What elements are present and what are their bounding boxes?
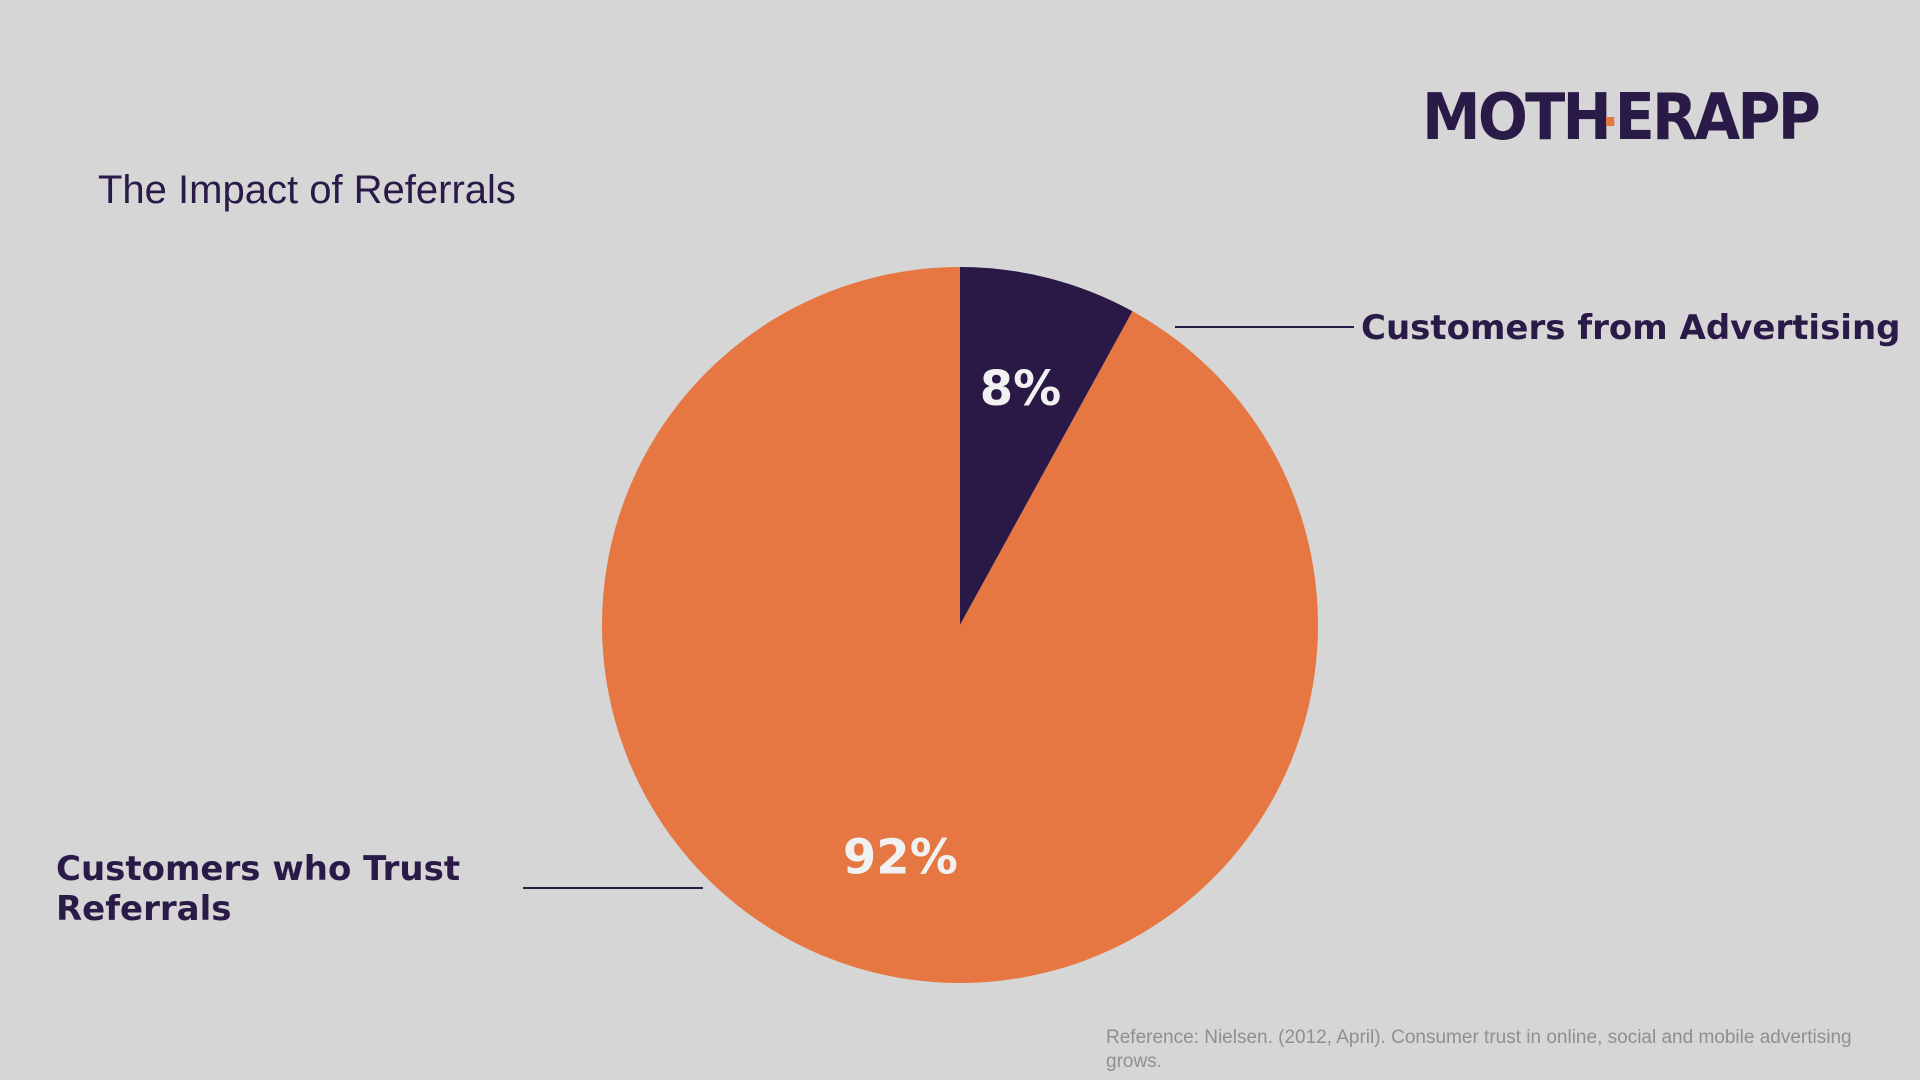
slice-percent-label-1: 92% bbox=[843, 829, 958, 885]
reference-citation: Reference: Nielsen. (2012, April). Consu… bbox=[1106, 1027, 1852, 1072]
slice-percent-label-0: 8% bbox=[980, 361, 1062, 417]
pie-slice-1 bbox=[601, 267, 1319, 983]
page-title: The Impact of Referrals bbox=[98, 168, 516, 212]
pie-slice-0 bbox=[960, 267, 1133, 625]
motherapp-logo: MOTHERAPP bbox=[1422, 86, 1821, 150]
slice-label-referrals: Customers who Trust Referrals bbox=[56, 849, 461, 929]
logo-text-start: MOTH bbox=[1422, 81, 1612, 155]
slice-label-advertising: Customers from Advertising bbox=[1361, 308, 1901, 348]
logo-accent-square bbox=[1606, 116, 1615, 126]
logo-text-end: ERAPP bbox=[1614, 81, 1821, 155]
